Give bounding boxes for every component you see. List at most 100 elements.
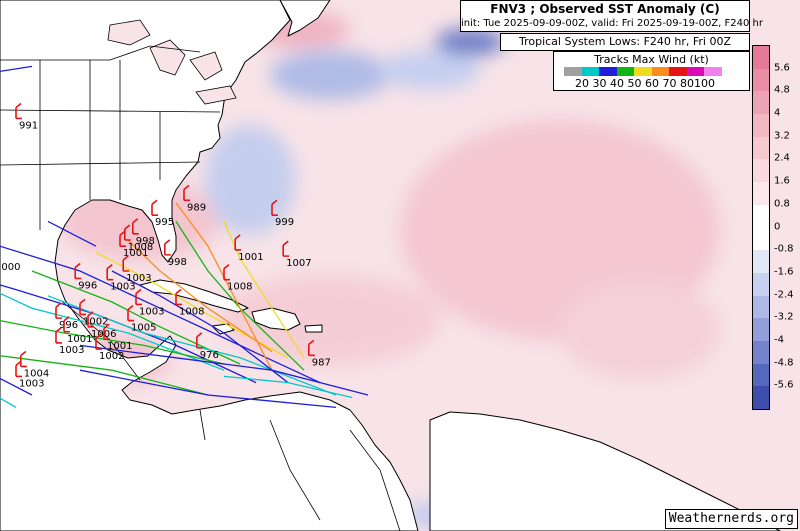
low-marker [127,304,134,322]
low-center: 991 [15,102,38,131]
low-center: 1003 [106,264,136,293]
map-subtitle: init: Tue 2025-09-09-00Z, valid: Fri 202… [461,18,763,29]
low-center: 996 [55,302,78,331]
colorbar-segment [753,91,769,115]
low-marker [282,240,290,257]
low-marker [15,360,22,378]
storm-track [223,221,305,359]
storm-track [47,220,97,247]
low-pressure-label: 991 [19,120,38,131]
storm-track [0,245,321,384]
low-centers: 9919949979899959991000998100810011001998… [0,102,331,389]
track-wind-legend: Tracks Max Wind (kt) 20 30 40 50 60 70 80 100 [553,51,750,91]
low-pressure-label: 998 [168,257,187,268]
low-marker [119,230,126,247]
colorbar-segment [753,318,769,341]
tropical-lows-label: Tropical System Lows: F240 hr, Fri 00Z [500,33,750,51]
storm-track [0,292,225,371]
low-marker [79,298,86,316]
colorbar-segment [753,46,769,69]
low-marker [20,350,27,368]
colorbar-segment [753,295,769,319]
colorbar-segment [753,340,769,364]
low-marker [132,218,139,235]
low-pressure-label: 1004 [24,368,49,379]
low-center: 1008 [124,224,153,253]
colorbar-segment [753,114,769,137]
low-pressure-label: 1002 [99,351,124,362]
low-center: 976 [196,332,219,361]
low-marker [175,288,182,306]
low-center: 1003 [122,255,152,284]
colorbar-segment [753,204,769,228]
legend-swatch [616,67,634,76]
low-pressure-label: 1001 [67,334,92,345]
low-center: 1001 [63,316,92,345]
low-marker [151,199,158,216]
legend-swatch [634,67,652,76]
low-center: 999 [271,199,294,228]
colorbar-label: 0.8 [774,198,790,210]
legend-swatch [564,67,582,76]
low-pressure-label: 996 [59,320,78,331]
legend-tick-label: 60 [645,77,659,90]
low-pressure-label: 1003 [126,273,151,284]
storm-track [127,239,273,353]
colorbar-label: 1.6 [774,175,790,187]
low-pressure-label: 1008 [128,242,153,253]
low-marker [55,302,62,319]
low-marker [87,311,94,328]
great-lakes [107,19,237,105]
low-center: 1002 [79,298,108,327]
low-marker [135,288,142,306]
low-center: 996 [74,262,97,291]
colorbar-segment [753,136,769,160]
low-pressure-label: 1001 [107,341,132,352]
colorbar-segment [753,159,769,183]
legend-tick-label: 100 [694,77,715,90]
jamaica-island [211,323,235,335]
storm-track [47,295,337,396]
low-center: 1000 [0,262,20,273]
colorbar-label: -5.6 [774,379,794,391]
low-marker [223,264,230,281]
legend-swatch [599,67,617,76]
low-center: 1002 [95,333,124,362]
colorbar-segment [753,182,769,205]
legend-title: Tracks Max Wind (kt) [594,53,709,66]
low-pressure-label: 1001 [123,248,148,259]
legend-ticks: 20 30 40 50 60 70 80 100 [559,77,749,90]
low-marker [103,323,110,340]
sst-colorbar [752,45,770,410]
colorbar-label: -0.8 [774,243,794,255]
low-center: 998 [164,239,187,268]
low-pressure-label: 998 [136,236,155,247]
low-marker [95,333,102,350]
legend-swatch [651,67,669,76]
low-marker [122,255,130,272]
storm-track [79,344,369,396]
low-pressure-label: 989 [187,202,206,213]
low-pressure-label: 976 [200,350,219,361]
legend-tick-label: 70 [662,77,677,90]
low-center: 1008 [175,288,204,317]
low-marker [234,234,242,251]
low-pressure-label: 995 [155,217,174,228]
colorbar-segment [753,68,769,92]
low-pressure-label: 1003 [139,306,164,317]
low-marker [74,262,82,280]
low-marker [124,224,131,241]
low-center: 1008 [223,264,252,293]
low-pressure-label: 1003 [19,378,44,389]
storm-track [31,270,241,365]
site-credit: Weathernerds.org [664,509,798,529]
low-pressure-label: 1003 [110,282,135,293]
low-marker [55,327,62,344]
low-center: 1003 [15,360,44,389]
legend-swatch [581,67,599,76]
low-pressure-label: 1002 [83,316,108,327]
colorbar-label: -2.4 [774,289,794,301]
storm-track [175,221,305,371]
storm-track [0,355,209,396]
